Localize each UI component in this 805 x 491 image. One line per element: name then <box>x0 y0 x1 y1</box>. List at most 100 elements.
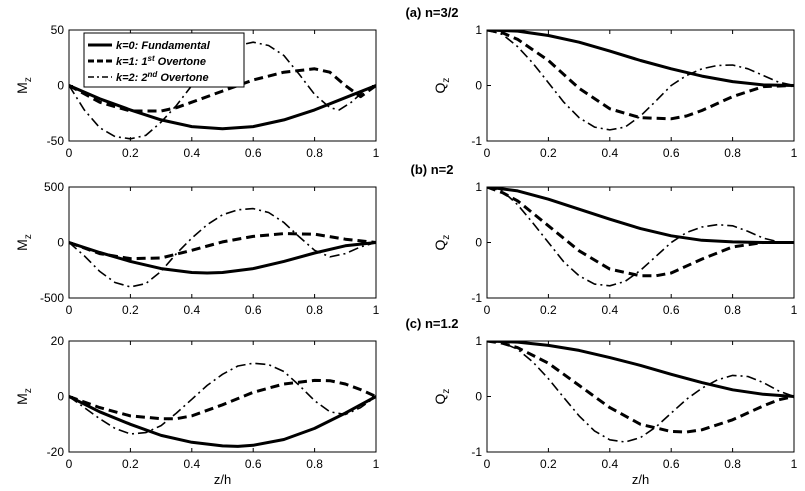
x-tick-label: 0.2 <box>540 457 557 471</box>
panel-title: (b) n=2 <box>411 162 454 177</box>
legend-entry: k=0: Fundamental <box>116 40 211 52</box>
y-axis-label-sub: z <box>441 389 452 394</box>
y-axis-label: Mz <box>14 77 34 94</box>
x-tick-label: 0.2 <box>540 303 557 317</box>
series-line-k0 <box>487 187 794 244</box>
axes-frame <box>486 29 795 142</box>
y-tick-label: -1 <box>471 134 482 148</box>
x-tick-label: 0 <box>484 457 491 471</box>
y-axis-label: Mz <box>14 234 34 251</box>
x-tick-label: 0.2 <box>122 303 139 317</box>
x-tick-label: 1 <box>791 303 798 317</box>
x-tick-label: 0.4 <box>183 303 200 317</box>
y-axis-label-main: Q <box>432 82 448 93</box>
y-tick-label: 0 <box>57 236 64 250</box>
y-axis-label-main: M <box>14 239 30 251</box>
x-tick-label: 0.4 <box>183 457 200 471</box>
x-tick-label: 0 <box>66 457 73 471</box>
x-tick-label: 1 <box>373 303 380 317</box>
series-line-k2 <box>69 362 376 435</box>
x-tick-label: 0.2 <box>122 457 139 471</box>
legend-entry-key: k=0: Fundamental <box>116 40 211 52</box>
legend-entry: k=1: 1st Overtone <box>116 54 206 68</box>
legend-entry-sup: nd <box>148 70 159 79</box>
y-axis-label: Qz <box>432 235 452 251</box>
axes-frame <box>486 340 795 453</box>
series-line-k1 <box>69 232 376 261</box>
y-tick-label: -50 <box>47 134 65 148</box>
x-tick-label: 0.4 <box>601 457 618 471</box>
x-tick-label: 0.4 <box>601 146 618 160</box>
series-line-k2 <box>69 207 376 288</box>
panel-title: (a) n=3/2 <box>405 5 458 20</box>
x-tick-label: 0.4 <box>183 146 200 160</box>
y-tick-label: -1 <box>471 445 482 459</box>
x-tick-label: 0 <box>66 146 73 160</box>
legend-entry-key: k=1: 1 <box>116 56 148 68</box>
series-line-k0 <box>487 341 794 398</box>
x-tick-label: 0.8 <box>306 457 323 471</box>
y-tick-label: 500 <box>44 180 64 194</box>
y-axis-label: Mz <box>14 388 34 405</box>
legend-entry: k=2: 2nd Overtone <box>116 70 209 84</box>
x-tick-label: 1 <box>791 146 798 160</box>
y-axis-label-sub: z <box>441 235 452 240</box>
x-tick-label: 0.8 <box>724 146 741 160</box>
y-tick-label: -500 <box>40 291 64 305</box>
x-tick-label: 0.2 <box>540 146 557 160</box>
panel-b-q: 0 0.2 0.4 0.6 0.8 110-1Qz(b) n=2 <box>411 162 798 317</box>
series-line-k0 <box>69 84 376 131</box>
y-axis-label-main: Q <box>432 239 448 250</box>
x-axis-label: z/h <box>632 472 649 487</box>
x-tick-label: 1 <box>373 457 380 471</box>
series-line-k0 <box>69 395 376 448</box>
x-tick-label: 0.6 <box>663 303 680 317</box>
y-axis-label-sub: z <box>441 78 452 83</box>
y-axis-label-sub: z <box>23 234 34 239</box>
x-tick-label: 1 <box>373 146 380 160</box>
y-axis-label: Qz <box>432 78 452 94</box>
x-tick-label: 0.6 <box>245 303 262 317</box>
x-tick-label: 0 <box>484 146 491 160</box>
y-tick-label: 0 <box>475 236 482 250</box>
series-line-k2 <box>487 30 794 131</box>
x-tick-label: 0.8 <box>724 303 741 317</box>
y-tick-label: 1 <box>475 23 482 37</box>
y-tick-label: -1 <box>471 291 482 305</box>
y-axis-label-sub: z <box>23 388 34 393</box>
y-tick-label: 0 <box>57 79 64 93</box>
x-tick-label: 0.8 <box>306 146 323 160</box>
x-tick-label: 0.6 <box>245 457 262 471</box>
y-axis-label-main: Q <box>432 393 448 404</box>
y-tick-label: 0 <box>475 79 482 93</box>
x-tick-label: 0 <box>66 303 73 317</box>
y-tick-label: -20 <box>47 445 65 459</box>
x-tick-label: 0.2 <box>122 146 139 160</box>
y-tick-label: 20 <box>51 334 65 348</box>
series-line-k2 <box>487 187 794 287</box>
series-line-k0 <box>487 30 794 87</box>
series-line-k1 <box>487 187 794 278</box>
series-line-k1 <box>487 341 794 434</box>
y-tick-label: 0 <box>57 390 64 404</box>
legend-entry-tail: Overtone <box>157 72 208 84</box>
legend-entry-key: k=2: 2 <box>116 72 148 84</box>
y-tick-label: 1 <box>475 334 482 348</box>
panel-a-q: 0 0.2 0.4 0.6 0.8 110-1Qz(a) n=3/2 <box>405 5 797 160</box>
x-tick-label: 0.4 <box>601 303 618 317</box>
y-axis-label: Qz <box>432 389 452 405</box>
x-tick-label: 0.8 <box>306 303 323 317</box>
axes-frame <box>68 340 377 453</box>
y-axis-label-sub: z <box>23 77 34 82</box>
x-tick-label: 0.8 <box>724 457 741 471</box>
series-line-k1 <box>69 378 376 421</box>
legend-entry-sup: st <box>148 54 155 63</box>
y-axis-label-main: M <box>14 393 30 405</box>
x-tick-label: 0.6 <box>663 457 680 471</box>
